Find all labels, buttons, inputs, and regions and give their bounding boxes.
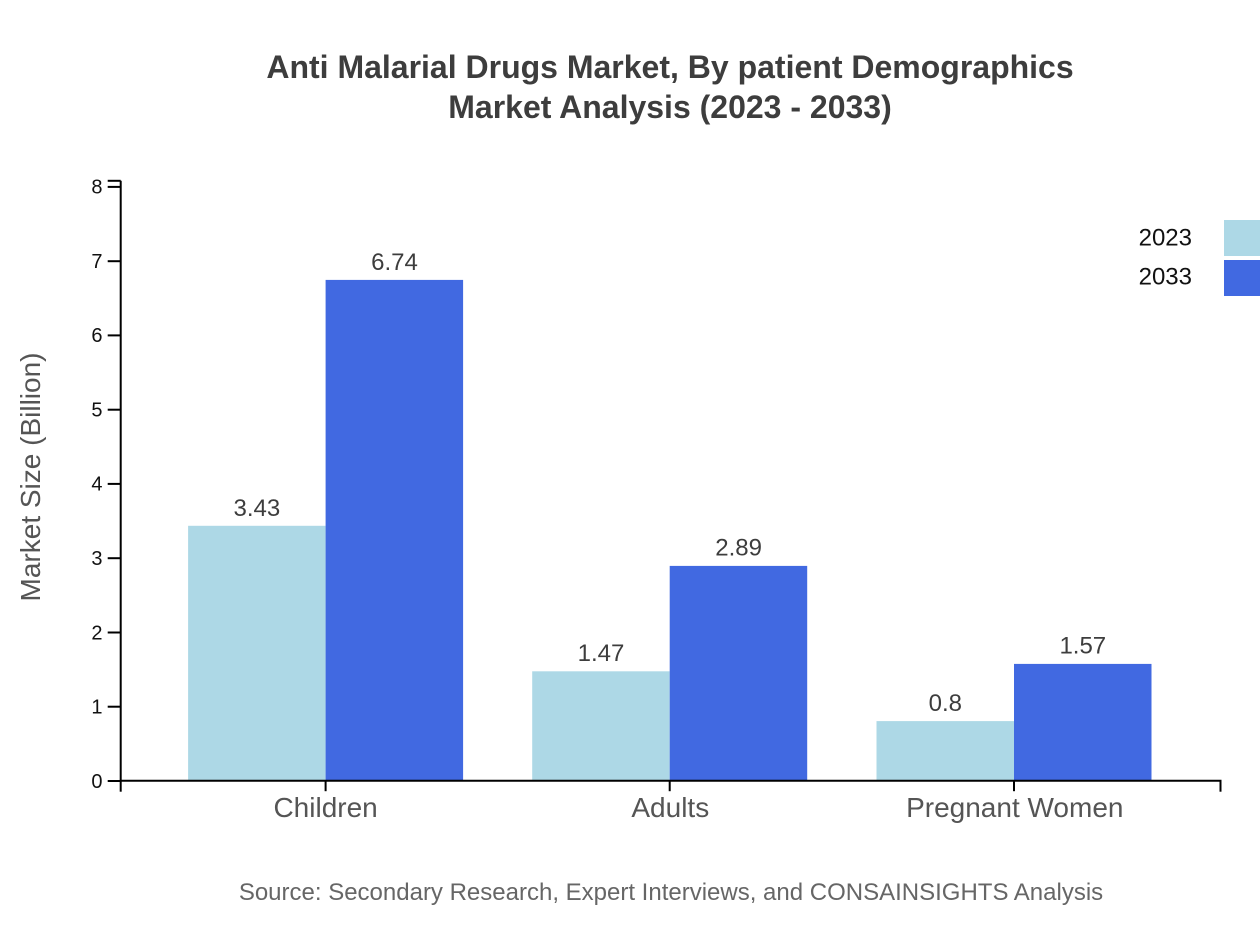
svg-text:4: 4 (91, 474, 102, 496)
svg-text:Market Size (Billion): Market Size (Billion) (15, 353, 46, 602)
svg-text:1.57: 1.57 (1059, 633, 1106, 660)
svg-text:2: 2 (91, 622, 102, 644)
svg-text:6: 6 (91, 325, 102, 347)
svg-text:2023: 2023 (1139, 225, 1192, 252)
svg-text:1.47: 1.47 (578, 640, 625, 667)
svg-text:Adults: Adults (631, 792, 709, 823)
svg-text:2.89: 2.89 (715, 535, 762, 562)
svg-text:Source: Secondary Research, Ex: Source: Secondary Research, Expert Inter… (239, 879, 1103, 906)
svg-text:Market Analysis (2023 - 2033): Market Analysis (2023 - 2033) (448, 89, 892, 125)
svg-text:Children: Children (273, 792, 377, 823)
svg-text:3: 3 (91, 548, 102, 570)
svg-text:2033: 2033 (1139, 264, 1192, 291)
svg-text:7: 7 (91, 251, 102, 273)
svg-text:3.43: 3.43 (234, 495, 281, 522)
svg-text:Anti Malarial Drugs Market, By: Anti Malarial Drugs Market, By patient D… (266, 49, 1073, 85)
svg-text:1: 1 (91, 697, 102, 719)
svg-text:5: 5 (91, 400, 102, 422)
svg-text:0.8: 0.8 (929, 690, 962, 717)
svg-text:6.74: 6.74 (371, 249, 418, 276)
svg-text:0: 0 (91, 771, 102, 793)
svg-text:8: 8 (91, 177, 102, 199)
svg-text:Pregnant Women: Pregnant Women (906, 792, 1123, 823)
